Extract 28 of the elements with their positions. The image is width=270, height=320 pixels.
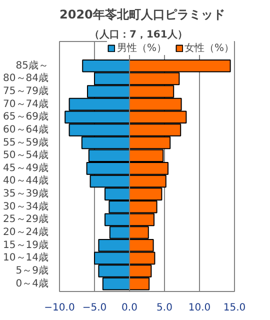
y-tick-label: 15～19歳 [3, 238, 49, 251]
y-tick-label: 40～44歳 [3, 174, 49, 187]
y-tick-label: 80～84歳 [3, 72, 49, 84]
y-tick-label: 10～14歳 [3, 252, 49, 264]
y-tick-label: 85歳～ [16, 59, 49, 72]
chart-title: 2020年苓北町人口ピラミッド [60, 8, 225, 22]
y-tick-label: 50～54歳 [3, 149, 49, 162]
y-tick-label: 70～74歳 [3, 98, 49, 110]
y-tick-label: 45～49歳 [3, 162, 49, 174]
y-tick-label: 20～24歳 [3, 226, 49, 238]
x-tick-label: 15.0 [223, 302, 246, 314]
y-tick-label: 75～79歳 [3, 85, 49, 97]
y-tick-label: 30～34歳 [3, 200, 49, 212]
y-tick-label: 35～39歳 [3, 188, 49, 200]
x-tick-label: −10.0 [44, 302, 75, 314]
chart-subtitle: （人口：7，161人） [90, 28, 188, 40]
x-tick-label: 10.0 [188, 302, 211, 314]
y-tick-label: 0～4歳 [16, 277, 49, 290]
legend-label: 男性（%） [116, 42, 166, 55]
legend-label: 女性（%） [184, 42, 234, 55]
y-tick-label: 25～29歳 [3, 213, 49, 226]
y-tick-label: 55～59歳 [3, 136, 49, 148]
y-tick-label: 5～9歳 [16, 264, 49, 276]
y-tick-label: 65～69歳 [3, 110, 49, 123]
x-tick-label: 0.0 [122, 302, 138, 314]
y-tick-label: 60～64歳 [3, 123, 49, 136]
x-tick-label: −5.0 [82, 302, 107, 314]
x-tick-label: 5.0 [156, 302, 172, 314]
